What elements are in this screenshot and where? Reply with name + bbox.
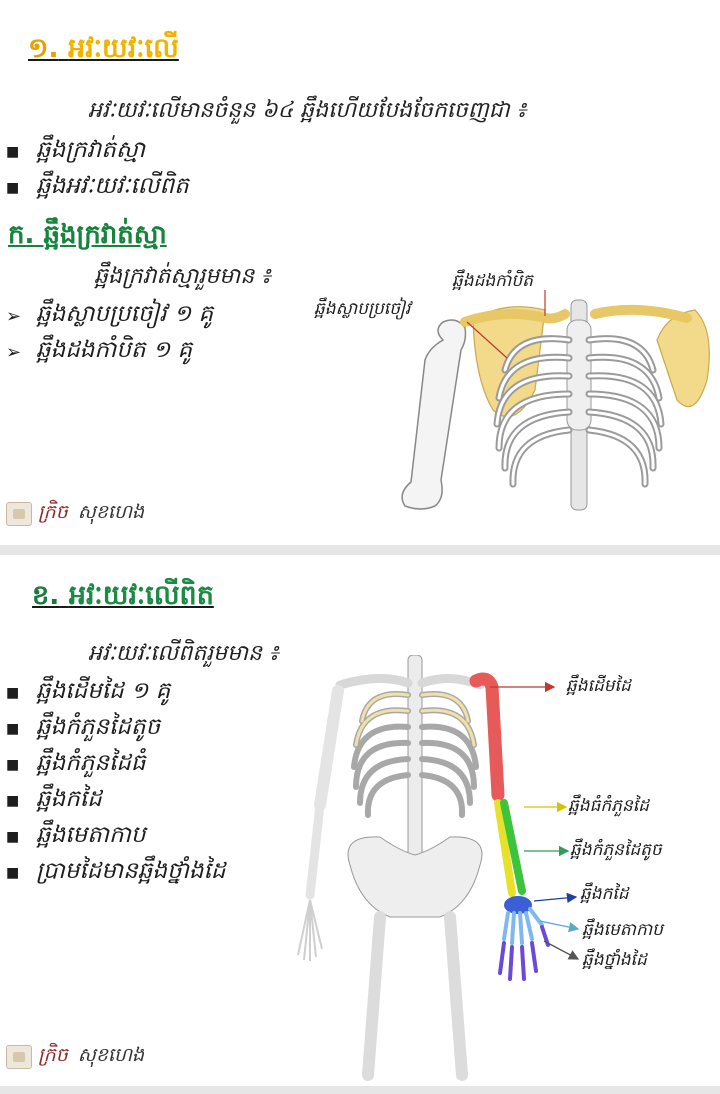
panel-divider	[0, 545, 720, 555]
square-bullet-icon: ■	[6, 793, 20, 809]
label-arrows	[490, 681, 580, 960]
square-bullet-icon: ■	[6, 144, 20, 160]
author-name-second: សុខហេង	[77, 1044, 145, 1066]
left-clavicle	[460, 308, 570, 327]
section2-title: អវៈយវៈលើពិត	[68, 580, 214, 611]
section2-intro: អវៈយវៈលើពិតរួមមាន ៖	[88, 641, 279, 666]
humerus-label: ឆ្អឹងដើមដៃ	[566, 676, 631, 696]
carpal-bones	[504, 896, 532, 914]
list-item: ➢ ឆ្អឹងដងកាំបិត ១ គូ	[6, 334, 213, 370]
list-item-text: ឆ្អឹងកដៃ	[36, 785, 102, 812]
subsection-number: ក.	[8, 220, 35, 250]
bottom-divider	[0, 1086, 720, 1094]
list-item: ■ ឆ្អឹងដើមដៃ ១ គូ	[6, 675, 225, 711]
pelvis	[347, 836, 483, 918]
section2-heading: ខ. អវៈយវៈលើពិត	[32, 579, 214, 618]
right-scapula	[656, 309, 710, 408]
metacarpal-bones	[502, 907, 544, 945]
list-item: ■ ឆ្អឹងកដៃ	[6, 783, 225, 819]
section1-heading: ១. អវៈយវៈលើ	[28, 32, 179, 71]
subsection-list: ➢ ឆ្អឹងស្លាបប្រចៀវ ១ គូ ➢ ឆ្អឹងដងកាំបិត ១ …	[6, 298, 213, 370]
metacarpals-arrow	[539, 920, 580, 933]
radius-bone	[500, 799, 526, 895]
author-logo-icon	[6, 502, 32, 526]
subsection-title: ឆ្អឹងក្រវាត់ស្មា	[43, 220, 167, 250]
list-item-text: ឆ្អឹងស្លាបប្រចៀវ ១ គូ	[36, 300, 214, 327]
ulna-label: ឆ្អឹងធំកំភួនដៃ	[568, 796, 649, 816]
author-watermark: ក្រិច សុខហេង	[6, 1043, 144, 1071]
list-item: ■ ឆ្អឹងកំភួនដៃតូច	[6, 711, 225, 747]
list-item-text: ប្រាមដៃមានឆ្អឹងថ្នាំងដៃ	[36, 857, 226, 884]
metacarpals-label: ឆ្អឹងមេតាកាប	[582, 920, 663, 940]
square-bullet-icon: ■	[6, 757, 20, 773]
list-item: ➢ ឆ្អឹងស្លាបប្រចៀវ ១ គូ	[6, 298, 213, 334]
square-bullet-icon: ■	[6, 865, 20, 881]
list-item-text: ឆ្អឹងកំភួនដៃធំ	[36, 749, 146, 776]
panel-true-upper-limb: ខ. អវៈយវៈលើពិត អវៈយវៈលើពិតរួមមាន ៖ ■ ឆ្អឹ…	[0, 555, 720, 1090]
scapula-label: ឆ្អឹងស្លាបប្រចៀវ	[314, 299, 411, 319]
section1-title: អវៈយវៈលើ	[68, 33, 179, 64]
list-item-text: ឆ្អឹងកំភួនដៃតូច	[36, 713, 161, 740]
subsection-heading: ក. ឆ្អឹងក្រវាត់ស្មា	[8, 218, 167, 256]
list-item-text: ឆ្អឹងអវៈយវៈលើពិត	[36, 172, 189, 199]
author-name-second: សុខហេង	[77, 501, 145, 523]
shoulder-girdle-illustration	[401, 290, 710, 511]
scapula-pointer	[466, 321, 508, 359]
arrow-bullet-icon: ➢	[6, 305, 22, 327]
phalanges-label: ឆ្អឹងថ្នាំងដៃ	[582, 950, 647, 970]
section2-number: ខ.	[32, 580, 60, 611]
section1-intro: អវៈយវៈលើមានចំនួន ៦៤ ឆ្អឹងហើយបែងចែកចេញជា …	[88, 98, 527, 123]
square-bullet-icon: ■	[6, 180, 20, 196]
panel-upper-limb: ១. អវៈយវៈលើ អវៈយវៈលើមានចំនួន ៦៤ ឆ្អឹងហើយ…	[0, 0, 720, 545]
right-clavicle	[590, 304, 692, 323]
carpals-arrow	[533, 892, 578, 904]
list-item-text: ឆ្អឹងដងកាំបិត ១ គូ	[36, 336, 193, 363]
author-name-first: ក្រិច	[38, 501, 68, 523]
list-item-text: ឆ្អឹងដើមដៃ ១ គូ	[36, 677, 171, 704]
radius-label: ឆ្អឹងកំភួនដៃតូច	[570, 840, 662, 860]
list-item-text: ឆ្អឹងក្រវាត់ស្មា	[36, 136, 146, 163]
phalanx-bones	[498, 925, 550, 981]
section1-list: ■ ឆ្អឹងក្រវាត់ស្មា ■ ឆ្អឹងអវៈយវៈលើពិត	[6, 134, 189, 206]
section1-number: ១.	[28, 33, 59, 64]
upper-limb-skeleton-illustration	[297, 655, 550, 1081]
author-watermark: ក្រិច សុខហេង	[6, 500, 144, 528]
list-item: ■ ឆ្អឹងអវៈយវៈលើពិត	[6, 170, 189, 206]
humerus-bone	[401, 319, 467, 510]
subsection-intro: ឆ្អឹងក្រវាត់ស្មារួមមាន ៖	[94, 264, 271, 289]
ulna-bone	[494, 799, 516, 897]
list-item: ■ ឆ្អឹងកំភួនដៃធំ	[6, 747, 225, 783]
square-bullet-icon: ■	[6, 829, 20, 845]
list-item-text: ឆ្អឹងមេតាកាប	[36, 821, 146, 848]
square-bullet-icon: ■	[6, 685, 20, 701]
section2-list: ■ ឆ្អឹងដើមដៃ ១ គូ ■ ឆ្អឹងកំភួនដៃតូច ■ ឆ្អឹង…	[6, 675, 225, 891]
list-item: ■ ឆ្អឹងក្រវាត់ស្មា	[6, 134, 189, 170]
carpals-label: ឆ្អឹងកដៃ	[580, 884, 629, 904]
list-item: ■ ប្រាមដៃមានឆ្អឹងថ្នាំងដៃ	[6, 855, 225, 891]
clavicle-label: ឆ្អឹងដងកាំបិត	[452, 271, 533, 291]
arrow-bullet-icon: ➢	[6, 341, 22, 363]
author-name-first: ក្រិច	[38, 1044, 68, 1066]
list-item: ■ ឆ្អឹងមេតាកាប	[6, 819, 225, 855]
square-bullet-icon: ■	[6, 721, 20, 737]
phalanges-arrow	[543, 940, 580, 960]
author-logo-icon	[6, 1045, 32, 1069]
